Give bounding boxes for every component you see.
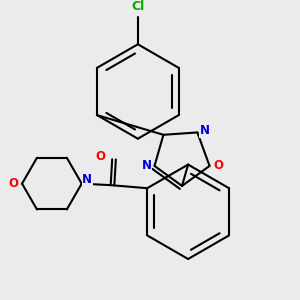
Text: N: N: [200, 124, 210, 137]
Text: O: O: [8, 177, 19, 190]
Text: O: O: [95, 150, 105, 163]
Text: O: O: [213, 159, 223, 172]
Text: Cl: Cl: [131, 0, 145, 13]
Text: N: N: [82, 172, 92, 186]
Text: N: N: [142, 159, 152, 172]
